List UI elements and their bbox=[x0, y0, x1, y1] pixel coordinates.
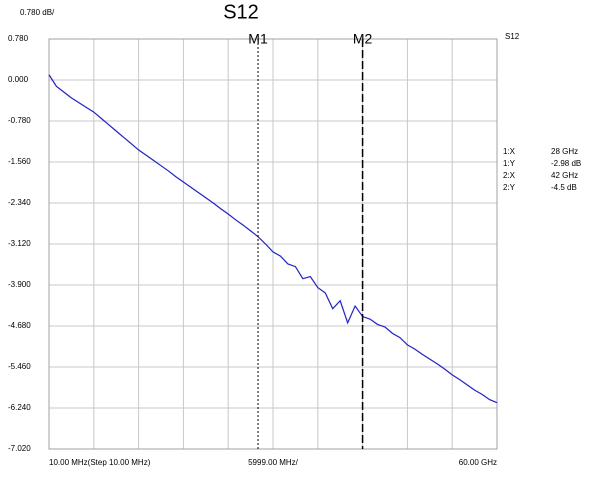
x-label: 5999.00 MHz/ bbox=[248, 458, 299, 467]
y-tick-label: -3.120 bbox=[8, 239, 31, 248]
y-tick-label: -4.680 bbox=[8, 321, 31, 330]
y-tick-label: 0.000 bbox=[8, 75, 29, 84]
y-tick-label: 0.780 bbox=[8, 34, 29, 43]
y-tick-label: -6.240 bbox=[8, 403, 31, 412]
y-tick-label: -1.560 bbox=[8, 157, 31, 166]
marker-label: M2 bbox=[353, 31, 373, 47]
readout-value: -4.5 dB bbox=[551, 183, 577, 192]
y-tick-label: -2.340 bbox=[8, 198, 31, 207]
readout-value: 42 GHz bbox=[551, 171, 578, 180]
trace bbox=[48, 74, 498, 404]
x-label: 10.00 MHz(Step 10.00 MHz) bbox=[49, 458, 151, 467]
readout-value: -2.98 dB bbox=[551, 159, 581, 168]
y-tick-label: -5.460 bbox=[8, 362, 31, 371]
readout-label: 2:X bbox=[503, 171, 516, 180]
marker-label: M1 bbox=[248, 31, 268, 47]
x-label: 60.00 GHz bbox=[459, 458, 497, 467]
y-tick-label: -7.020 bbox=[8, 444, 31, 453]
readout-value: 28 GHz bbox=[551, 147, 578, 156]
legend-entry: S12 bbox=[505, 32, 520, 41]
chart-title: S12 bbox=[223, 1, 259, 23]
scale-label: 0.780 dB/ bbox=[20, 8, 55, 17]
y-tick-label: -0.780 bbox=[8, 116, 31, 125]
plot-frame bbox=[48, 38, 498, 450]
readout-label: 2:Y bbox=[503, 183, 516, 192]
readout-label: 1:X bbox=[503, 147, 516, 156]
y-tick-label: -3.900 bbox=[8, 280, 31, 289]
readout-label: 1:Y bbox=[503, 159, 516, 168]
